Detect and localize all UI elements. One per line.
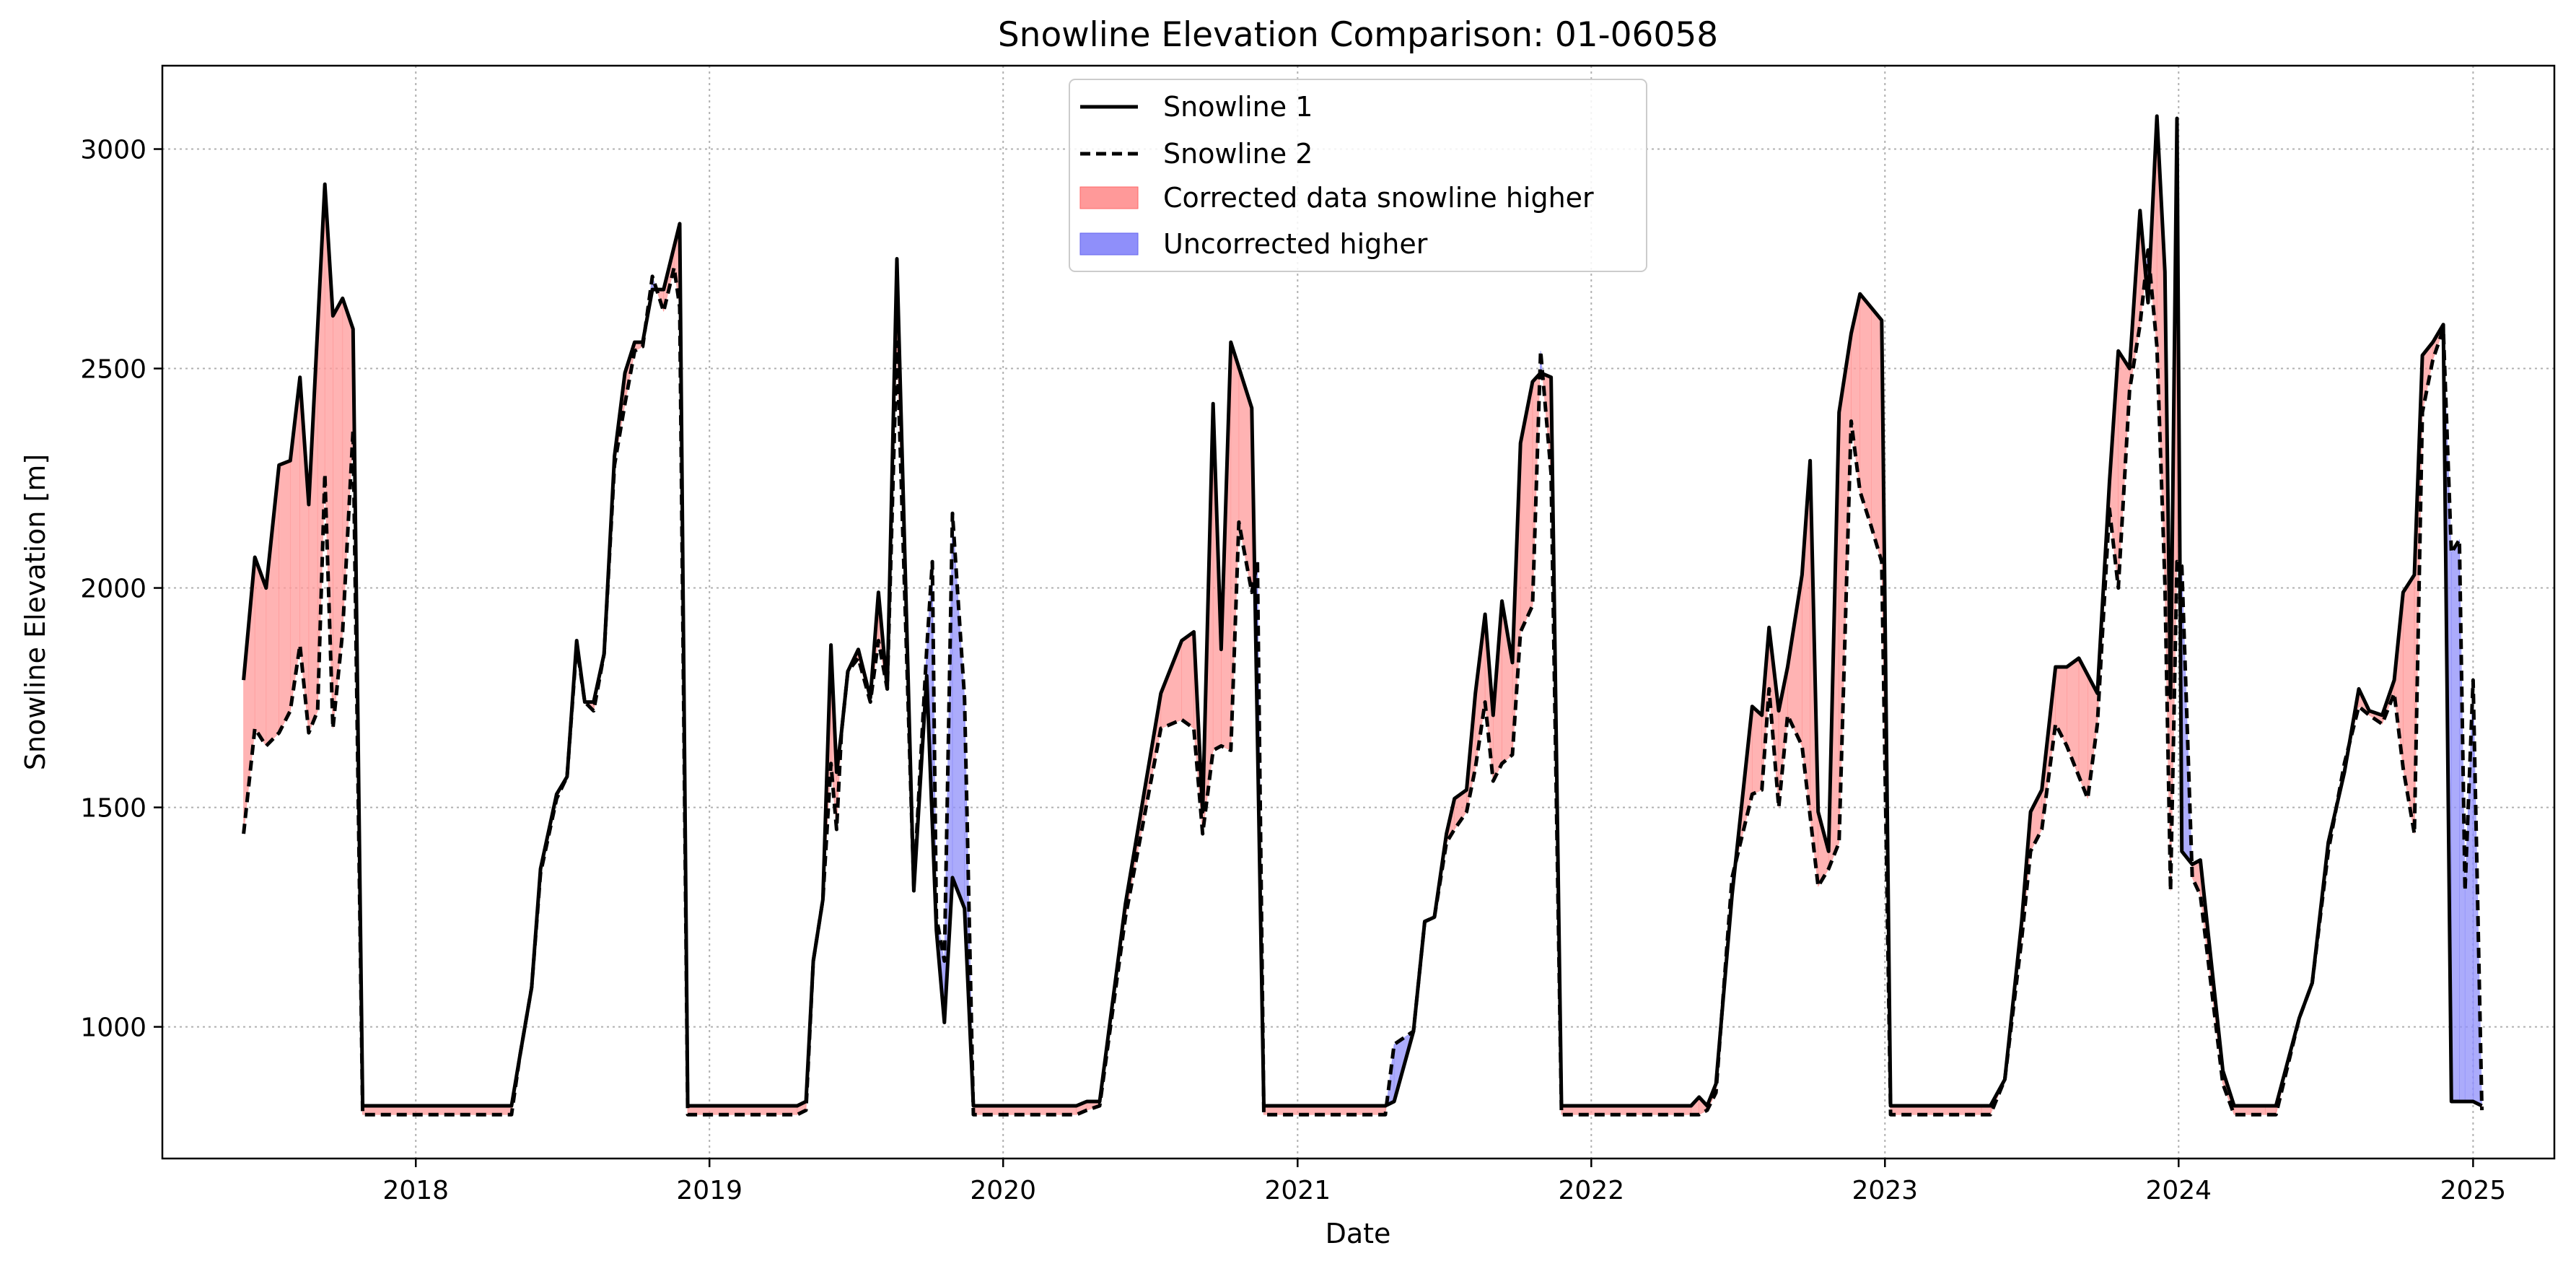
legend-box bbox=[1069, 79, 1647, 272]
axis-ticks: 2018 2019 2020 2021 2022 2023 2024 2025 1000 1500… bbox=[80, 136, 2506, 1205]
x-tick-label-2024: 2024 bbox=[2145, 1176, 2212, 1205]
legend-swatch-fill-higher2 bbox=[1079, 232, 1139, 256]
fill-corrected-higher bbox=[1859, 293, 1872, 527]
x-tick-label-2019: 2019 bbox=[676, 1176, 742, 1205]
x-tick-label-2020: 2020 bbox=[970, 1176, 1036, 1205]
x-tick-label-2025: 2025 bbox=[2440, 1176, 2507, 1205]
series-lines bbox=[242, 114, 2484, 1117]
fill-corrected-higher bbox=[1752, 706, 1762, 795]
legend-label-series2: Snowline 2 bbox=[1163, 138, 1313, 170]
y-axis-label: Snowline Elevation [m] bbox=[19, 454, 51, 770]
legend-swatch-fill-higher1 bbox=[1079, 186, 1139, 209]
fill-corrected-higher bbox=[279, 460, 291, 733]
fill-corrected-higher bbox=[1871, 307, 1883, 562]
legend: Snowline 1 Snowline 2 Corrected data sno… bbox=[1069, 79, 1647, 272]
x-tick-label-2018: 2018 bbox=[382, 1176, 449, 1205]
y-tick-label-2500: 2500 bbox=[80, 355, 146, 385]
legend-label-fill-higher1: Corrected data snowline higher bbox=[1163, 182, 1594, 214]
x-axis-label: Date bbox=[1326, 1218, 1391, 1249]
fill-uncorrected-higher bbox=[2451, 538, 2460, 1102]
legend-label-series1: Snowline 1 bbox=[1163, 91, 1313, 123]
y-tick-label-1500: 1500 bbox=[80, 794, 146, 824]
y-tick-label-1000: 1000 bbox=[80, 1013, 146, 1043]
fill-corrected-higher bbox=[1181, 631, 1194, 729]
series-line-2 bbox=[242, 248, 2484, 1117]
chart-title: Snowline Elevation Comparison: 01-06058 bbox=[998, 15, 1718, 55]
x-tick-label-2023: 2023 bbox=[1852, 1176, 1918, 1205]
series-line-1 bbox=[242, 114, 2483, 1108]
plot-frame bbox=[161, 64, 2556, 1160]
legend-label-fill-higher2: Uncorrected higher bbox=[1163, 228, 1428, 260]
x-tick-label-2022: 2022 bbox=[1558, 1176, 1624, 1205]
y-tick-label-2000: 2000 bbox=[80, 575, 146, 604]
x-tick-label-2021: 2021 bbox=[1265, 1176, 1331, 1205]
y-tick-label-3000: 3000 bbox=[80, 136, 146, 165]
